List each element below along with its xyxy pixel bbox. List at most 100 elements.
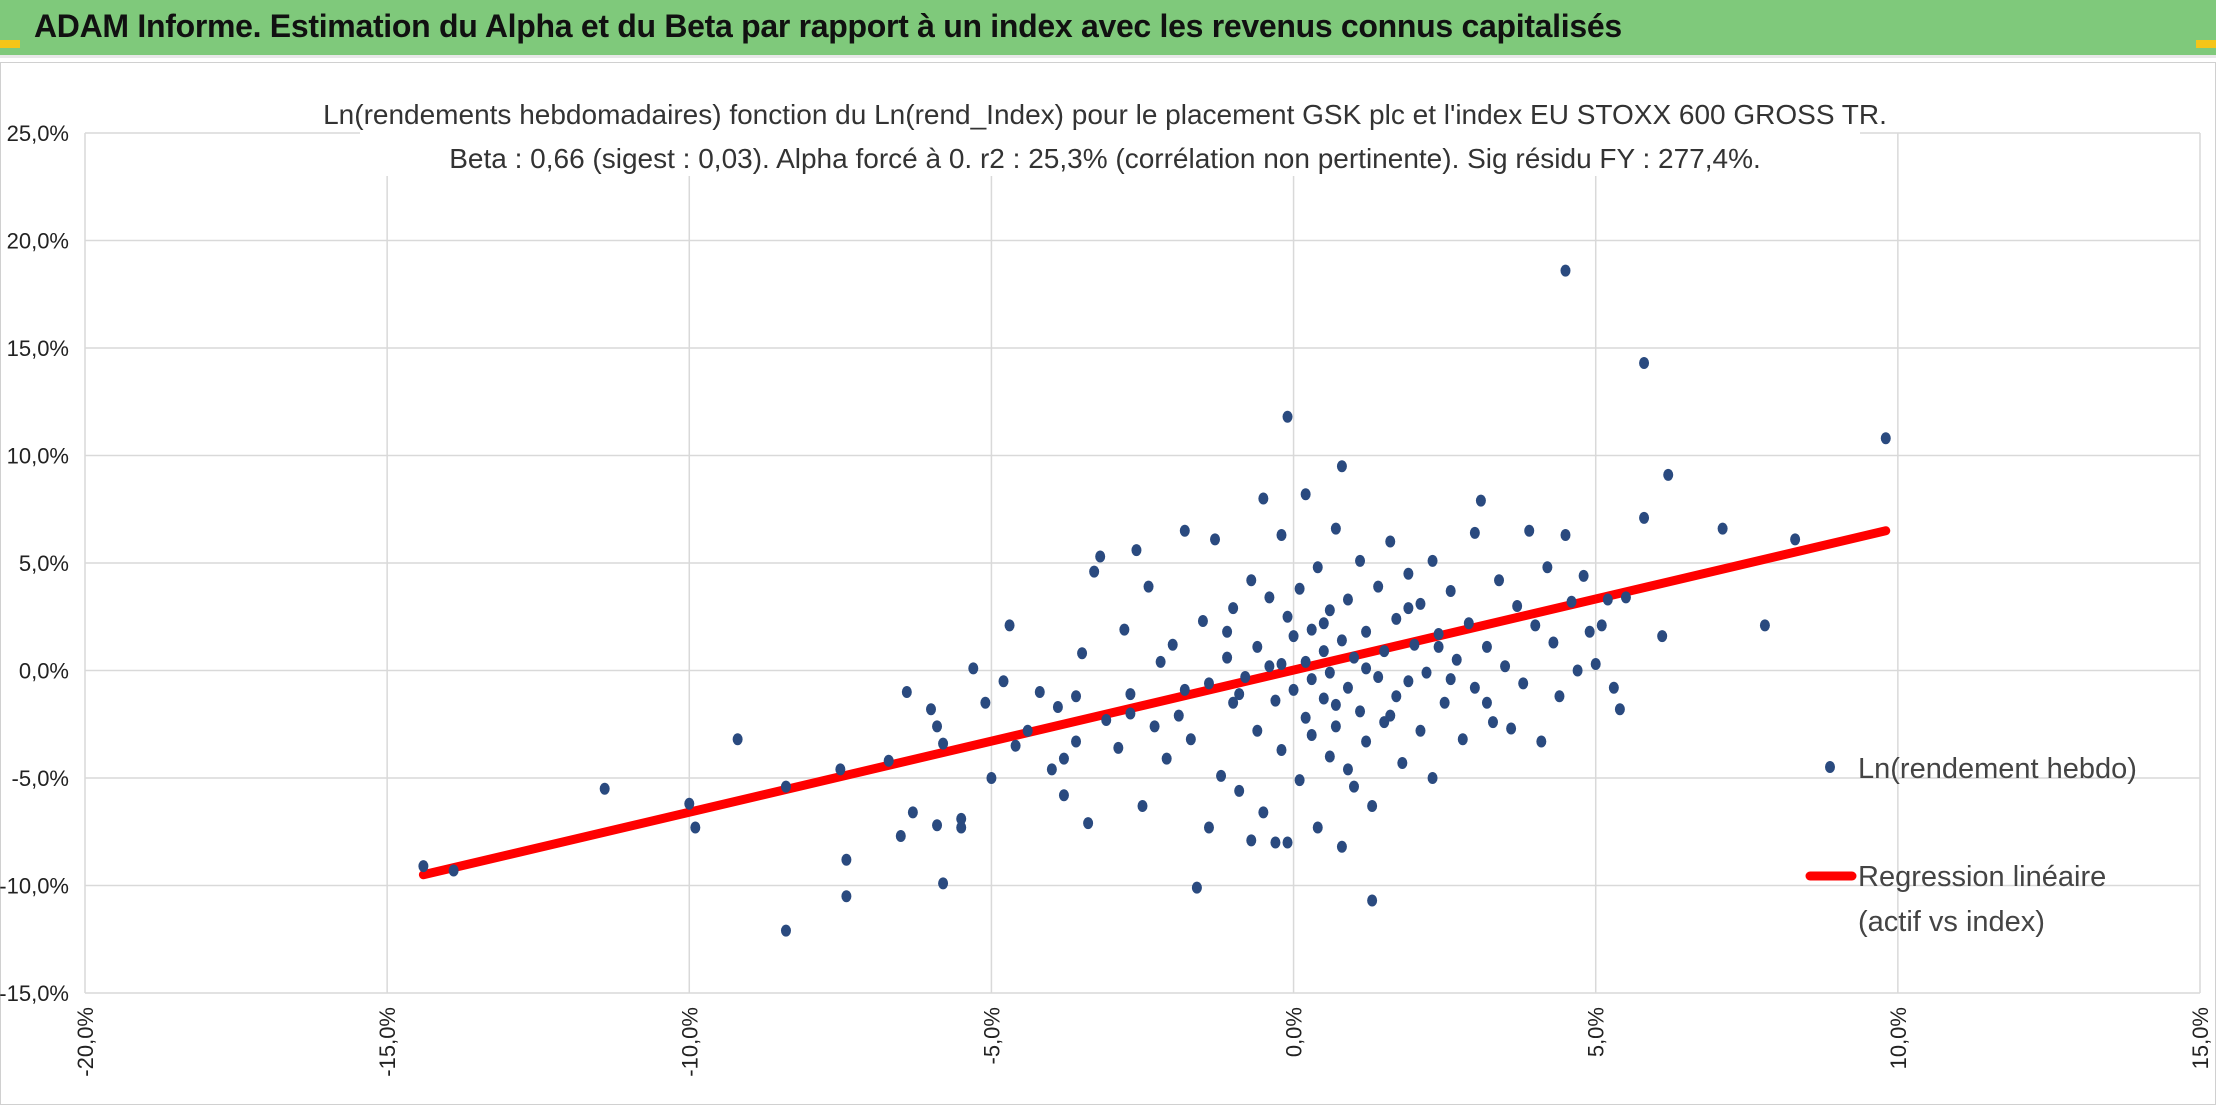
data-point bbox=[1487, 716, 1498, 729]
data-point bbox=[1330, 698, 1341, 711]
y-tick-label: 10,0% bbox=[7, 444, 69, 469]
data-point bbox=[1481, 640, 1492, 653]
data-point bbox=[1512, 600, 1523, 612]
data-point bbox=[1415, 597, 1426, 610]
data-point bbox=[1071, 690, 1082, 703]
corner-marker-left bbox=[0, 40, 20, 48]
x-tick-label: -10,0% bbox=[677, 1007, 702, 1077]
x-tick-label: 10,0% bbox=[1886, 1007, 1911, 1069]
data-point bbox=[1391, 612, 1402, 625]
data-point bbox=[1203, 677, 1214, 690]
data-point bbox=[1439, 696, 1450, 709]
y-tick-label: 25,0% bbox=[7, 121, 69, 146]
data-point bbox=[1095, 550, 1106, 563]
legend-label-regression: (actif vs index) bbox=[1858, 906, 2045, 938]
data-point bbox=[1149, 720, 1160, 733]
data-point bbox=[1034, 686, 1045, 698]
data-point bbox=[1614, 703, 1625, 716]
data-point bbox=[1427, 554, 1438, 567]
data-point bbox=[1361, 735, 1372, 748]
data-point bbox=[956, 812, 967, 825]
data-point bbox=[1010, 739, 1021, 752]
data-point bbox=[1240, 670, 1251, 683]
data-point bbox=[1004, 619, 1015, 632]
data-point bbox=[1475, 494, 1486, 507]
data-point bbox=[1179, 683, 1190, 696]
data-point bbox=[1608, 681, 1619, 694]
chart-subtitle: Beta : 0,66 (sigest : 0,03). Alpha forcé… bbox=[449, 143, 1761, 174]
data-point bbox=[1161, 752, 1172, 765]
data-point bbox=[1300, 655, 1311, 668]
data-point bbox=[1560, 529, 1571, 542]
data-point bbox=[1228, 696, 1239, 709]
data-point bbox=[1264, 660, 1275, 673]
x-tick-label: -5,0% bbox=[979, 1007, 1004, 1064]
data-point bbox=[1282, 836, 1293, 849]
data-point bbox=[780, 924, 791, 937]
data-point bbox=[1433, 627, 1444, 640]
data-point bbox=[1288, 683, 1299, 696]
data-point bbox=[986, 772, 997, 784]
x-tick-label: 15,0% bbox=[2188, 1007, 2213, 1069]
data-point bbox=[1306, 623, 1317, 636]
data-point bbox=[1379, 645, 1390, 658]
data-point bbox=[1276, 658, 1287, 671]
data-point bbox=[1542, 561, 1553, 574]
data-point bbox=[1246, 574, 1257, 587]
data-point bbox=[1143, 580, 1154, 593]
data-point bbox=[1155, 655, 1166, 668]
data-point bbox=[835, 763, 846, 776]
data-point bbox=[1258, 806, 1269, 819]
report-header: ADAM Informe. Estimation du Alpha et du … bbox=[0, 0, 2216, 58]
data-point bbox=[1518, 677, 1529, 690]
data-point bbox=[1300, 488, 1311, 501]
report-title: ADAM Informe. Estimation du Alpha et du … bbox=[34, 8, 1622, 44]
x-tick-label: -20,0% bbox=[73, 1007, 98, 1077]
data-point bbox=[599, 782, 610, 795]
data-point bbox=[1361, 625, 1372, 638]
data-point bbox=[1663, 468, 1674, 481]
data-point bbox=[1445, 673, 1456, 686]
data-point bbox=[1300, 711, 1311, 724]
data-point bbox=[1222, 625, 1233, 638]
x-tick-label: 5,0% bbox=[1584, 1007, 1609, 1057]
data-point bbox=[1397, 756, 1408, 769]
data-point bbox=[841, 853, 852, 866]
data-point bbox=[1083, 817, 1094, 830]
data-point bbox=[1258, 492, 1269, 505]
data-point bbox=[1089, 565, 1100, 578]
data-point bbox=[684, 797, 695, 810]
data-point bbox=[1548, 636, 1559, 649]
data-point bbox=[1046, 763, 1057, 776]
data-point bbox=[1385, 709, 1396, 722]
data-point bbox=[1252, 640, 1263, 653]
data-point bbox=[1445, 584, 1456, 597]
data-point bbox=[1367, 799, 1378, 812]
data-point bbox=[1216, 769, 1227, 782]
data-point bbox=[1210, 533, 1221, 546]
data-point bbox=[1403, 567, 1414, 580]
legend-label-points: Ln(rendement hebdo) bbox=[1858, 753, 2137, 785]
data-point bbox=[895, 830, 906, 843]
data-point bbox=[938, 877, 949, 890]
data-point bbox=[1191, 881, 1202, 894]
data-point bbox=[1125, 707, 1136, 720]
legend-marker-points bbox=[1825, 761, 1835, 773]
data-point bbox=[1336, 634, 1347, 647]
data-point bbox=[780, 780, 791, 793]
data-point bbox=[1602, 593, 1613, 606]
data-point bbox=[1294, 774, 1305, 787]
data-point bbox=[1324, 750, 1335, 763]
data-point bbox=[1566, 595, 1577, 608]
data-point bbox=[448, 864, 459, 877]
data-point bbox=[1554, 690, 1565, 703]
data-point bbox=[1022, 724, 1033, 737]
data-point bbox=[1506, 722, 1517, 735]
data-point bbox=[1318, 692, 1329, 705]
data-point bbox=[1590, 658, 1601, 671]
data-point bbox=[1058, 789, 1069, 802]
data-point bbox=[1500, 660, 1511, 673]
data-point bbox=[1228, 602, 1239, 615]
data-point bbox=[932, 819, 943, 832]
return-points-series bbox=[418, 264, 1891, 937]
